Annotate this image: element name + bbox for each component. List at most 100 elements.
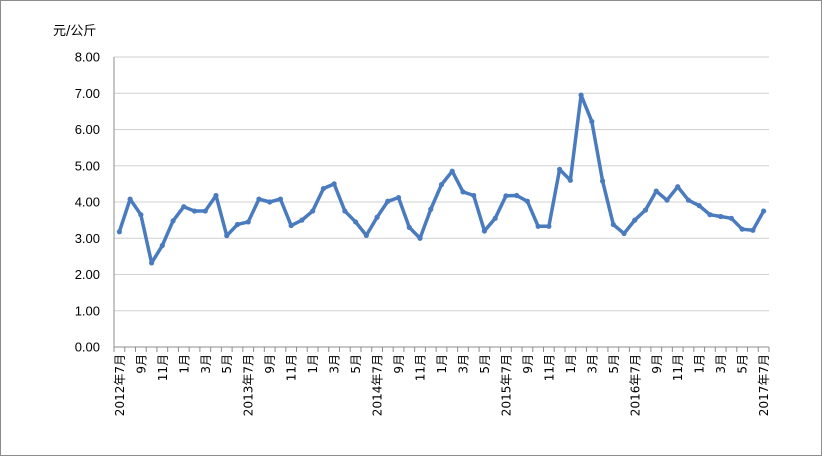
y-tick-label: 0.00 — [75, 340, 100, 355]
x-tick-label: 11月 — [542, 354, 556, 381]
data-point — [761, 208, 767, 214]
y-axis-label: 元/公斤 — [53, 24, 96, 39]
x-tick-label: 2013年7月 — [242, 354, 256, 416]
x-tick-label: 9月 — [134, 354, 148, 374]
series-line — [117, 93, 766, 265]
x-tick-labels: 2012年7月 9月 11月 1月 3月 5月 2013年7月 9月 11月 1月 3月 5月 2014… — [113, 354, 771, 416]
data-point — [707, 212, 713, 218]
data-point — [181, 204, 187, 210]
data-point — [546, 223, 552, 229]
x-tick-label: 5月 — [736, 354, 750, 374]
data-point — [664, 197, 670, 203]
x-tick-label: 5月 — [478, 354, 492, 374]
data-point — [224, 233, 230, 239]
data-point — [352, 219, 359, 225]
data-point — [567, 177, 573, 183]
x-tick-label: 11月 — [414, 354, 428, 381]
x-tick-label: 5月 — [607, 354, 621, 374]
data-point — [642, 207, 649, 213]
data-point — [696, 203, 702, 209]
y-tick-label: 8.00 — [75, 50, 100, 65]
data-point — [234, 221, 241, 228]
x-tick-label: 1月 — [693, 354, 707, 374]
x-tick-label: 3月 — [328, 354, 342, 374]
data-point — [610, 221, 616, 228]
data-point — [632, 217, 638, 223]
x-tick-label: 11月 — [156, 354, 170, 381]
x-tick-label: 2015年7月 — [499, 354, 513, 416]
data-point — [599, 178, 606, 184]
data-point — [138, 212, 144, 218]
x-tick-label: 9月 — [521, 354, 535, 374]
data-point — [213, 192, 219, 199]
y-tick-label: 4.00 — [75, 195, 100, 210]
data-point — [578, 92, 584, 98]
data-point — [277, 196, 284, 202]
data-point — [127, 196, 133, 202]
data-point — [288, 222, 294, 229]
x-tick-label: 1月 — [177, 354, 191, 374]
data-point — [438, 182, 445, 188]
data-point — [191, 208, 198, 214]
x-tick-label: 2014年7月 — [371, 354, 385, 416]
x-tick-label: 3月 — [456, 354, 470, 374]
data-point — [331, 181, 337, 187]
x-tick-label: 9月 — [392, 354, 406, 374]
gridlines — [114, 56, 769, 312]
data-point — [417, 235, 423, 241]
y-tick-labels: 0.00 1.00 2.00 3.00 4.00 5.00 6.00 7.00 8.00 — [75, 50, 100, 355]
data-point — [320, 185, 326, 192]
data-point — [299, 217, 305, 223]
x-tick-label: 1月 — [306, 354, 320, 374]
data-point — [159, 242, 165, 249]
x-tick-label: 2012年7月 — [113, 354, 127, 416]
x-tick-label: 5月 — [220, 354, 234, 374]
data-point — [718, 213, 724, 220]
data-point — [363, 232, 369, 238]
y-tick-label: 2.00 — [75, 267, 100, 282]
data-point — [256, 196, 262, 202]
x-tick-label: 9月 — [650, 354, 664, 374]
data-point — [589, 118, 595, 125]
data-point — [514, 192, 520, 199]
x-tick-label: 2016年7月 — [628, 354, 642, 416]
data-point — [524, 198, 531, 204]
data-point — [406, 224, 412, 230]
x-tick-label: 1月 — [564, 354, 578, 374]
y-tick-label: 6.00 — [75, 122, 100, 137]
data-point — [675, 184, 681, 190]
x-tick-label: 9月 — [263, 354, 277, 374]
x-tick-label: 11月 — [285, 354, 299, 381]
data-point — [481, 228, 488, 234]
x-tick-label: 3月 — [585, 354, 599, 374]
data-point — [557, 166, 563, 172]
data-point — [685, 197, 692, 203]
data-point — [728, 215, 735, 221]
x-tick-label: 3月 — [714, 354, 728, 374]
data-point — [245, 219, 251, 225]
x-tick-label: 5月 — [349, 354, 363, 374]
data-point — [170, 218, 176, 224]
data-point — [750, 227, 756, 233]
series-group — [116, 92, 767, 266]
data-point — [621, 230, 627, 237]
x-tick-label: 2017年7月 — [757, 354, 771, 416]
data-point — [653, 188, 659, 194]
y-tick-label: 3.00 — [75, 231, 100, 246]
data-point — [202, 208, 208, 214]
data-point — [374, 214, 380, 220]
x-tick-label: 1月 — [435, 354, 449, 374]
data-point — [395, 195, 402, 201]
y-tick-label: 5.00 — [75, 158, 100, 173]
data-point — [148, 260, 155, 266]
data-point — [310, 208, 316, 214]
x-tick-label: 11月 — [671, 354, 685, 381]
data-point — [471, 192, 477, 199]
x-tick-label: 3月 — [199, 354, 213, 374]
data-point — [460, 189, 466, 195]
x-axis — [113, 57, 770, 352]
data-point — [492, 215, 498, 221]
data-point — [503, 193, 509, 199]
